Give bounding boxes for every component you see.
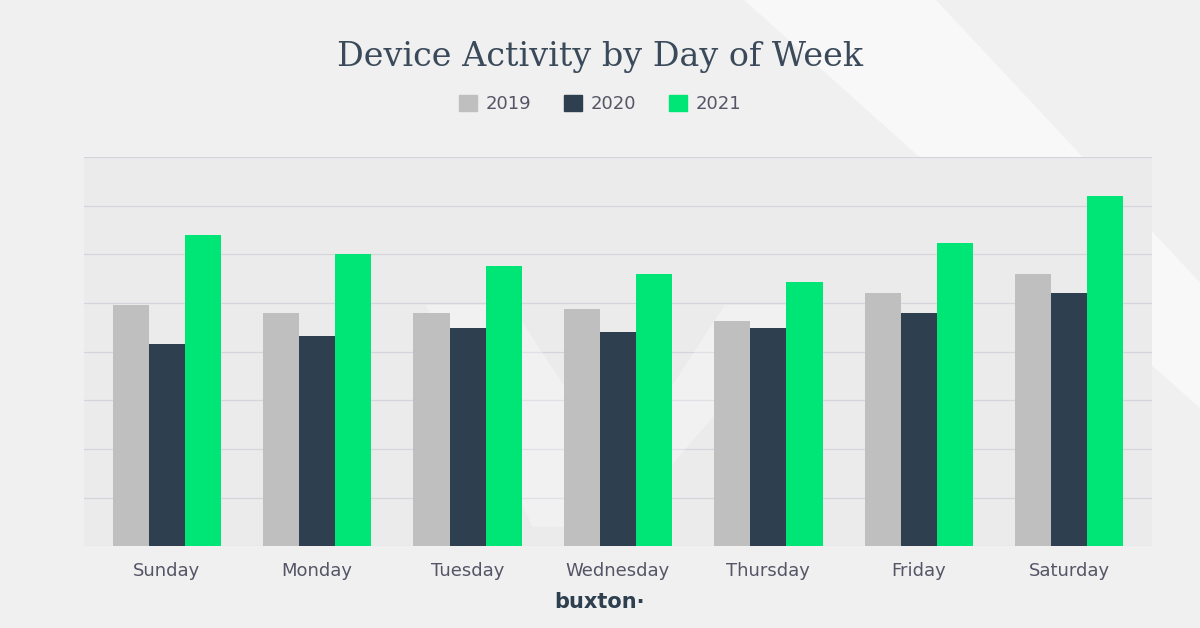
Text: Device Activity by Day of Week: Device Activity by Day of Week — [337, 41, 863, 73]
Bar — [1051, 293, 1087, 546]
Bar — [450, 328, 486, 546]
Legend: 2019, 2020, 2021: 2019, 2020, 2021 — [451, 87, 749, 120]
Bar — [600, 332, 636, 546]
Bar — [865, 293, 901, 546]
Bar — [149, 344, 185, 546]
Bar — [901, 313, 937, 546]
Bar — [335, 254, 371, 546]
Bar — [414, 313, 450, 546]
Text: buxton·: buxton· — [554, 592, 646, 612]
Bar — [185, 235, 221, 546]
Bar — [786, 281, 822, 546]
Polygon shape — [426, 305, 810, 527]
Bar — [1015, 274, 1051, 546]
Bar — [636, 274, 672, 546]
Bar — [263, 313, 299, 546]
Bar — [937, 242, 973, 546]
Bar — [299, 336, 335, 546]
Bar — [1087, 196, 1123, 546]
Bar — [750, 328, 786, 546]
Bar — [564, 309, 600, 546]
Bar — [714, 320, 750, 546]
Bar — [486, 266, 522, 546]
Bar — [113, 305, 149, 546]
